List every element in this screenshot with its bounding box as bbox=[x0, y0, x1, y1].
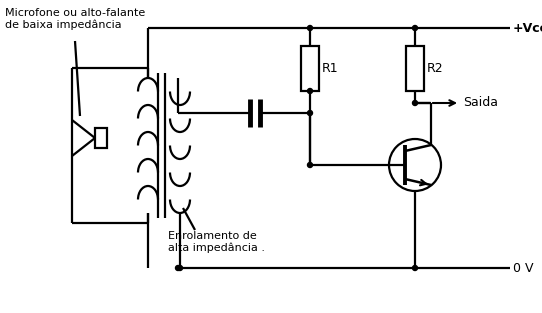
Text: +Vcc: +Vcc bbox=[513, 22, 542, 34]
Text: R1: R1 bbox=[322, 62, 339, 75]
Text: Microfone ou alto-falante
de baixa impedância: Microfone ou alto-falante de baixa imped… bbox=[5, 8, 145, 30]
Bar bbox=[301, 46, 319, 91]
Circle shape bbox=[176, 265, 180, 270]
Circle shape bbox=[307, 89, 313, 94]
Text: R2: R2 bbox=[427, 62, 443, 75]
Circle shape bbox=[412, 265, 417, 270]
Text: 0 V: 0 V bbox=[513, 261, 533, 275]
Circle shape bbox=[177, 265, 183, 270]
Bar bbox=[406, 46, 424, 91]
Text: Saida: Saida bbox=[463, 96, 498, 110]
Circle shape bbox=[307, 162, 313, 167]
Text: Enrolamento de
alta impedância .: Enrolamento de alta impedância . bbox=[168, 231, 265, 253]
Circle shape bbox=[307, 110, 313, 115]
Bar bbox=[95, 128, 107, 148]
Circle shape bbox=[412, 25, 417, 30]
Circle shape bbox=[412, 100, 417, 105]
Circle shape bbox=[307, 25, 313, 30]
